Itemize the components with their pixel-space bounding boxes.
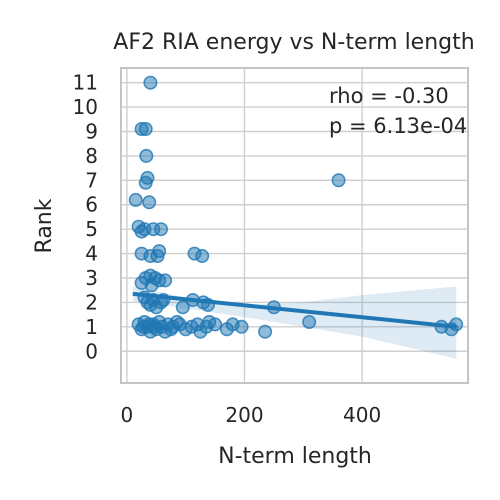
data-point — [302, 314, 317, 329]
y-tick-label: 5 — [85, 217, 98, 241]
y-tick-label: 8 — [85, 144, 98, 168]
data-point — [208, 317, 223, 332]
data-point — [234, 319, 249, 334]
data-point — [148, 319, 163, 334]
data-point — [139, 148, 154, 163]
data-point — [134, 224, 149, 239]
x-tick-labels: 0 200 400 — [121, 403, 382, 427]
y-tick-label: 2 — [85, 290, 98, 314]
x-tick-label: 200 — [225, 403, 263, 427]
y-tick-label: 1 — [85, 315, 98, 339]
y-axis-label: Rank — [32, 198, 57, 253]
data-point — [142, 195, 157, 210]
data-point — [172, 317, 187, 332]
data-point — [150, 249, 165, 264]
data-point — [138, 122, 153, 137]
data-point — [258, 324, 273, 339]
data-point — [175, 300, 190, 315]
y-tick-label: 6 — [85, 193, 98, 217]
data-point — [143, 75, 158, 90]
data-point — [128, 192, 143, 207]
y-tick-label: 9 — [85, 119, 98, 143]
fit-line — [132, 291, 457, 329]
y-tick-label: 11 — [73, 71, 98, 95]
y-tick-label: 0 — [85, 339, 98, 363]
data-point — [154, 222, 169, 237]
x-tick-label: 400 — [343, 403, 381, 427]
y-tick-label: 7 — [85, 168, 98, 192]
data-point — [138, 175, 153, 190]
y-tick-label: 3 — [85, 266, 98, 290]
y-tick-label: 4 — [85, 242, 98, 266]
regression-line — [132, 291, 457, 329]
plot-frame — [120, 67, 469, 384]
x-tick-label: 0 — [121, 403, 134, 427]
data-points — [128, 75, 464, 339]
chart-title: AF2 RIA energy vs N-term length — [113, 30, 474, 55]
annotation-p: p = 6.13e-04 — [329, 114, 467, 138]
data-point — [331, 173, 346, 188]
data-point — [144, 278, 159, 293]
data-point — [158, 273, 173, 288]
data-point — [195, 249, 210, 264]
annotation-rho: rho = -0.30 — [329, 84, 449, 108]
y-tick-label: 10 — [73, 95, 98, 119]
x-axis-label: N-term length — [218, 444, 372, 469]
